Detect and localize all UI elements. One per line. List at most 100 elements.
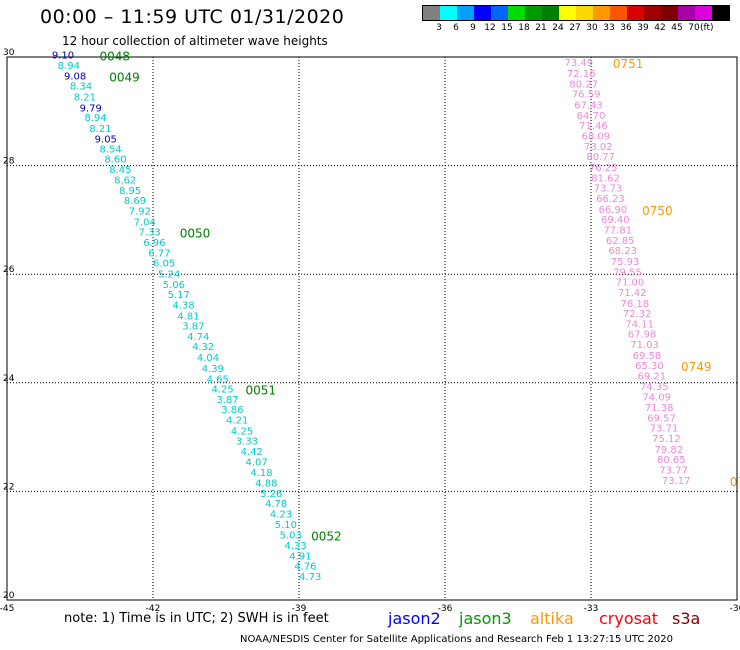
wave-height-value: 4.07 — [246, 457, 268, 468]
wave-height-value: 8.45 — [109, 165, 131, 176]
wave-height-value: 75.12 — [652, 434, 681, 445]
color-scale-label: 6 — [453, 23, 459, 33]
color-swatch — [525, 6, 542, 20]
wave-height-value: 8.94 — [84, 113, 106, 124]
wave-height-value: 8.95 — [119, 186, 141, 197]
wave-height-value: 9.10 — [52, 51, 74, 62]
satellite-name-jason2: jason2 — [388, 609, 441, 628]
wave-height-value: 4.39 — [202, 364, 224, 375]
wave-height-value: 73.77 — [659, 465, 688, 476]
wave-height-value: 3.87 — [216, 395, 238, 406]
wave-height-value: 80.27 — [569, 79, 598, 90]
wave-height-value: 3.86 — [221, 405, 243, 416]
color-scale-label: 30 — [586, 23, 598, 33]
pass-time-label: 0048 — [99, 50, 130, 64]
wave-height-value: 4.21 — [226, 416, 248, 427]
color-swatch — [423, 6, 440, 20]
wave-height-value: 6.96 — [143, 238, 165, 249]
wave-height-value: 8.94 — [58, 61, 80, 72]
color-scale-label: 18 — [518, 23, 530, 33]
wave-height-value: 8.34 — [70, 82, 92, 93]
wave-height-value: 4.88 — [255, 479, 277, 490]
wave-height-value: 6.77 — [148, 248, 170, 259]
wave-height-value: 5.24 — [158, 269, 180, 280]
wave-height-value: 4.33 — [284, 541, 306, 552]
wave-height-value: 69.40 — [601, 215, 630, 226]
color-swatch — [440, 6, 457, 20]
wave-height-value: 4.81 — [177, 311, 199, 322]
satellite-name-altika: altika — [530, 609, 574, 628]
wave-height-value: 71.42 — [618, 288, 647, 299]
color-swatch — [627, 6, 644, 20]
color-swatch — [678, 6, 695, 20]
wave-height-value: 4.91 — [289, 551, 311, 562]
color-swatch — [542, 6, 559, 20]
satellite-name-s3a: s3a — [672, 609, 701, 628]
y-tick-label: 22 — [3, 482, 14, 492]
wave-height-value: 69.58 — [633, 351, 662, 362]
color-scale-swatches — [422, 5, 730, 21]
wave-height-value: 4.32 — [192, 342, 214, 353]
color-scale-label: 33 — [603, 23, 615, 33]
wave-height-value: 4.78 — [265, 499, 287, 510]
color-scale-label: 3 — [436, 23, 442, 33]
wave-height-value: 62.85 — [606, 236, 635, 247]
wave-height-value: 5.03 — [280, 531, 302, 542]
wave-height-value: 8.62 — [114, 176, 136, 187]
x-tick-label: -45 — [0, 604, 14, 614]
x-tick-label: -33 — [584, 604, 599, 614]
y-tick-label: 20 — [3, 591, 15, 601]
wave-height-value: 74.35 — [640, 382, 669, 393]
wave-height-value: 81.62 — [591, 173, 620, 184]
wave-height-value: 4.76 — [294, 562, 316, 573]
wave-height-value: 76.25 — [589, 163, 618, 174]
note-text: note: 1) Time is in UTC; 2) SWH is in fe… — [64, 611, 329, 626]
pass-time-label: 0050 — [180, 227, 211, 241]
color-swatch — [457, 6, 474, 20]
pass-time-label: 074 — [730, 475, 740, 489]
color-swatch — [508, 6, 525, 20]
color-swatch — [576, 6, 593, 20]
x-tick-label: -30 — [730, 604, 740, 614]
wave-height-value: 5.17 — [168, 290, 190, 301]
wave-height-value: 77.81 — [603, 225, 632, 236]
wave-height-value: 72.32 — [623, 309, 652, 320]
wave-height-value: 7.04 — [134, 217, 156, 228]
wave-height-value: 73.17 — [662, 476, 691, 487]
wave-height-value: 80.77 — [586, 152, 615, 163]
wave-height-value: 64.70 — [577, 111, 606, 122]
color-swatch — [610, 6, 627, 20]
wave-height-value: 3.33 — [236, 437, 258, 448]
wave-height-value: 79.55 — [613, 267, 642, 278]
wave-height-value: 73.02 — [584, 142, 613, 153]
color-scale-label: 36 — [620, 23, 632, 33]
wave-height-value: 4.23 — [270, 509, 292, 520]
wave-height-value: 4.65 — [207, 374, 229, 385]
wave-height-value: 5.06 — [163, 280, 185, 291]
wave-height-value: 4.73 — [299, 572, 321, 583]
satellite-name-jason3: jason3 — [459, 609, 512, 628]
y-tick-label: 26 — [3, 265, 15, 275]
wave-height-value: 8.69 — [124, 196, 146, 207]
color-scale-labels: 3 6 9 12 15 18 21 24 27 30 33 36 39 42 45 70 (ft) — [422, 21, 728, 33]
wave-height-value: 8.21 — [74, 92, 96, 103]
wave-height-value: 71.03 — [630, 340, 659, 351]
wave-height-value: 66.90 — [599, 205, 628, 216]
color-scale-label: 15 — [501, 23, 513, 33]
wave-height-value: 8.54 — [100, 145, 122, 156]
color-swatch — [491, 6, 508, 20]
wave-height-value: 4.38 — [173, 300, 195, 311]
wave-height-value: 71.46 — [579, 121, 608, 132]
wave-height-value: 4.25 — [211, 385, 233, 396]
wave-height-value: 65.30 — [635, 361, 664, 372]
x-tick-label: -42 — [146, 604, 161, 614]
color-swatch — [593, 6, 610, 20]
wave-height-value: 73.73 — [594, 184, 623, 195]
color-swatch — [644, 6, 661, 20]
color-scale-legend: 3 6 9 12 15 18 21 24 27 30 33 36 39 42 45 70 (ft) — [422, 5, 730, 33]
color-swatch — [712, 6, 729, 20]
wave-height-value: 79.82 — [655, 445, 684, 456]
wave-height-value: 9.05 — [95, 134, 117, 145]
pass-time-label: 0052 — [311, 530, 342, 544]
